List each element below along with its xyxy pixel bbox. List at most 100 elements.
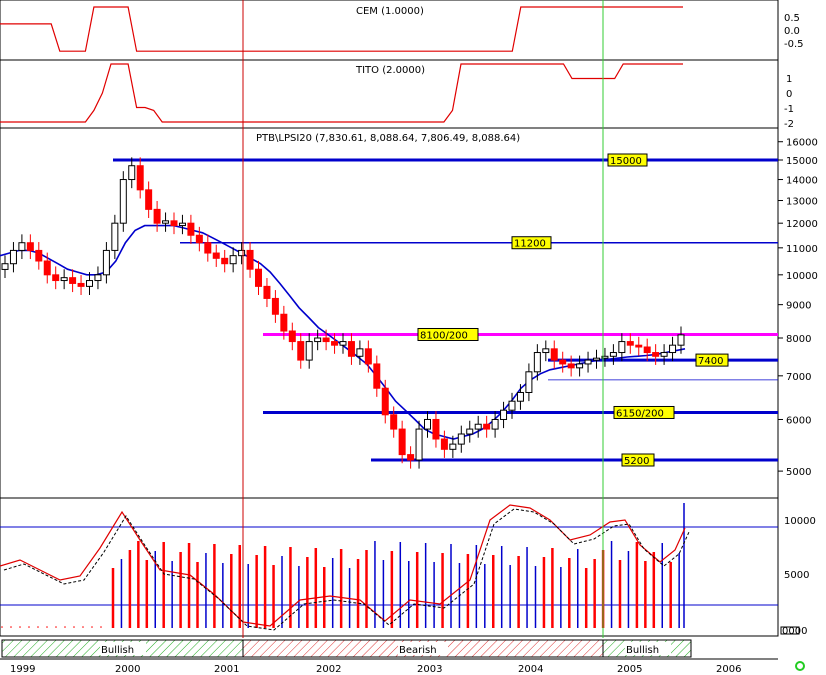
volume-dot	[55, 626, 57, 628]
cem-tick-1: 0.5	[784, 13, 800, 24]
candle-body	[483, 423, 491, 430]
volume-dot	[46, 626, 48, 628]
volume-panel: 10000 5000 0000	[0, 497, 816, 637]
phase-label-1: Bullish	[101, 645, 134, 656]
volume-dot	[10, 626, 12, 628]
candle-body	[178, 222, 186, 227]
candle-body	[9, 249, 17, 265]
year-2006: 2006	[716, 664, 741, 675]
level-lines: 15000 11200 8100/200 7400 6150/200 5200	[113, 153, 778, 467]
price-tick: 6000	[786, 415, 811, 426]
candle-body	[356, 348, 364, 357]
candle-body	[271, 297, 279, 315]
cem-tick-2: 0.0	[784, 26, 800, 37]
tito-tick-4: -2	[784, 119, 794, 130]
candle-body	[516, 391, 524, 402]
price-title: PTB\LPSI20 (7,830.61, 8,088.64, 7,806.49…	[256, 133, 520, 144]
candle-body	[136, 165, 144, 191]
volume-tick-2: 5000	[784, 570, 809, 581]
volume-dot	[19, 626, 21, 628]
level-label: 15000	[607, 153, 648, 167]
candle-body	[567, 363, 575, 369]
year-2003: 2003	[417, 664, 442, 675]
price-tick: 15000	[786, 156, 818, 167]
price-tick: 10000	[786, 271, 818, 282]
volume-dot	[37, 626, 39, 628]
candle-body	[415, 428, 423, 461]
candle-body	[94, 274, 102, 282]
candle-body	[128, 165, 136, 181]
candle-body	[576, 363, 584, 369]
level-label: 6150/200	[613, 405, 675, 419]
oscillator-signal-line	[3, 508, 690, 631]
year-2004: 2004	[518, 664, 543, 675]
candle-body	[212, 252, 220, 259]
svg-text:15000: 15000	[610, 156, 642, 167]
volume-dot	[82, 626, 84, 628]
candle-body	[364, 348, 372, 365]
candle-body	[652, 352, 660, 357]
candle-body	[466, 428, 474, 435]
candle-body	[525, 371, 533, 393]
candle-body	[162, 220, 170, 224]
level-label: 7400	[695, 353, 729, 367]
year-2002: 2002	[316, 664, 341, 675]
candle-body	[424, 418, 431, 430]
candle-body	[677, 334, 685, 346]
cem-tick-3: -0.5	[784, 39, 804, 50]
candle-body	[18, 242, 26, 251]
candle-body	[669, 344, 677, 354]
volume-legend: 0000	[782, 626, 807, 637]
candle-body	[26, 242, 34, 251]
price-tick: 11000	[786, 244, 818, 255]
volume-dot	[91, 626, 93, 628]
candle-body	[491, 418, 499, 430]
candle-body	[626, 341, 634, 346]
svg-text:7400: 7400	[698, 356, 723, 367]
candle-body	[533, 352, 541, 373]
volume-bars	[1, 503, 685, 628]
candle-body	[204, 242, 212, 254]
candle-body	[449, 443, 457, 450]
svg-text:8100/200: 8100/200	[420, 330, 468, 341]
candle-body	[221, 257, 229, 265]
candle-body	[297, 341, 305, 361]
phase-bar: Bullish Bearish Bullish	[1, 639, 692, 658]
level-label: 5200	[621, 453, 655, 467]
volume-dot	[28, 626, 30, 628]
candle-body	[660, 352, 668, 357]
candles	[1, 157, 685, 469]
price-tick: 8000	[786, 334, 811, 345]
price-tick: 13000	[786, 197, 818, 208]
candle-body	[432, 418, 440, 440]
candle-body	[229, 255, 237, 265]
candle-body	[339, 341, 347, 346]
volume-dot	[73, 626, 75, 628]
price-tick: 16000	[786, 138, 818, 149]
volume-dot	[100, 626, 102, 628]
year-1999: 1999	[10, 664, 35, 675]
price-tick: 7000	[786, 372, 811, 383]
candle-body	[43, 260, 51, 276]
year-2000: 2000	[115, 664, 140, 675]
year-2001: 2001	[214, 664, 239, 675]
candle-body	[255, 268, 262, 287]
cem-line	[0, 6, 683, 52]
price-panel: PTB\LPSI20 (7,830.61, 8,088.64, 7,806.49…	[0, 127, 818, 499]
volume-dot	[1, 626, 3, 628]
candle-body	[305, 341, 313, 361]
candle-body	[119, 179, 127, 224]
candle-body	[86, 280, 93, 287]
candle-body	[593, 357, 600, 361]
svg-text:5200: 5200	[624, 456, 649, 467]
tito-line	[0, 63, 683, 123]
candle-body	[347, 341, 355, 357]
svg-text:11200: 11200	[514, 239, 546, 250]
candle-body	[263, 285, 271, 299]
candle-body	[381, 387, 389, 416]
candle-body	[609, 352, 617, 357]
candle-body	[618, 341, 626, 354]
tito-panel: TITO (2.0000) 1 0 -1 -2	[0, 59, 794, 130]
candle-body	[331, 341, 339, 346]
